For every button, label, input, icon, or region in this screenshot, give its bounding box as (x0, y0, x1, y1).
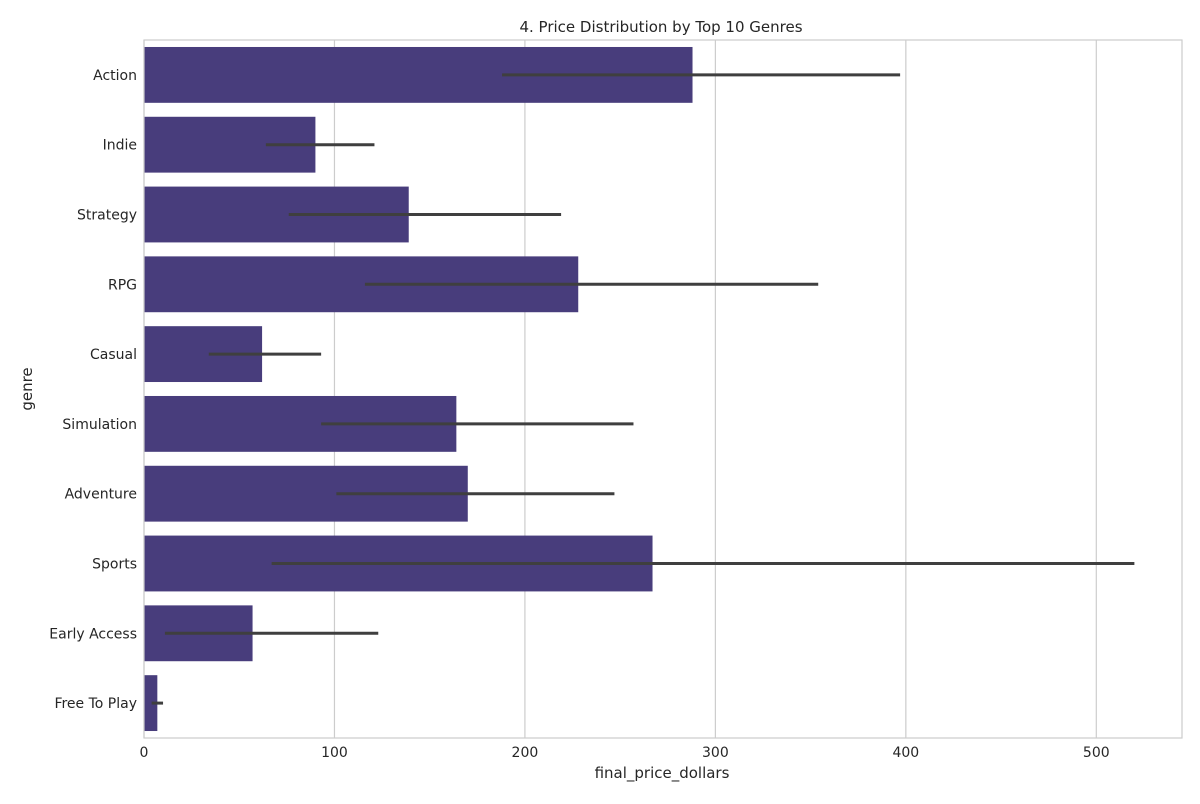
y-tick-label: Simulation (62, 417, 137, 433)
y-tick-label: Strategy (77, 208, 137, 224)
x-tick-label: 300 (702, 745, 729, 761)
y-tick-label: Indie (103, 138, 137, 154)
chart-title: 4. Price Distribution by Top 10 Genres (519, 18, 802, 36)
y-axis-label: genre (18, 367, 36, 410)
bars (144, 46, 693, 732)
y-tick-label: Early Access (49, 626, 137, 642)
y-tick-label: Casual (90, 347, 137, 363)
y-tick-label: Action (93, 68, 137, 84)
plot-frame (143, 39, 1183, 739)
x-ticks: 0 100 200 300 400 500 (140, 745, 1110, 761)
error-bars (151, 73, 1135, 705)
y-tick-label: RPG (108, 277, 137, 293)
plot-frame-border (143, 39, 1183, 739)
x-axis-label: final_price_dollars (595, 764, 730, 783)
x-tick-label: 500 (1083, 745, 1110, 761)
x-tick-label: 0 (140, 745, 149, 761)
y-ticks: Action Indie Strategy RPG Casual Simulation Ad… (49, 68, 137, 712)
x-tick-label: 200 (512, 745, 539, 761)
bar (144, 675, 158, 732)
y-tick-label: Free To Play (54, 696, 137, 712)
x-tick-label: 400 (892, 745, 919, 761)
y-tick-label: Adventure (65, 487, 137, 503)
x-tick-label: 100 (321, 745, 348, 761)
y-tick-label: Sports (92, 557, 137, 573)
